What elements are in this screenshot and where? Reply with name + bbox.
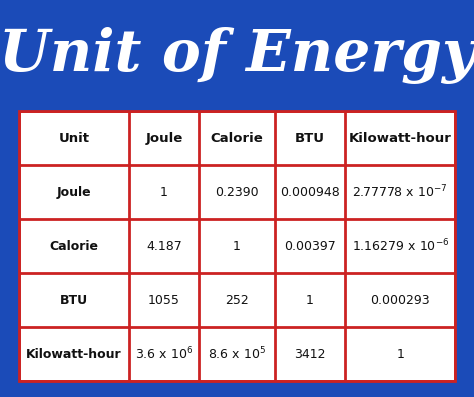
Text: 2.77778 x 10$^{-7}$: 2.77778 x 10$^{-7}$ xyxy=(353,184,448,200)
Text: Kilowatt-hour: Kilowatt-hour xyxy=(349,132,452,145)
Text: Unit of Energy: Unit of Energy xyxy=(0,27,474,84)
Text: 3412: 3412 xyxy=(294,348,326,360)
Text: BTU: BTU xyxy=(60,294,88,306)
Text: Calorie: Calorie xyxy=(49,240,98,252)
Text: 1055: 1055 xyxy=(148,294,180,306)
Text: 0.2390: 0.2390 xyxy=(215,186,259,198)
Text: 1: 1 xyxy=(306,294,314,306)
Text: Kilowatt-hour: Kilowatt-hour xyxy=(26,348,121,360)
Text: 0.000293: 0.000293 xyxy=(371,294,430,306)
Text: 0.00397: 0.00397 xyxy=(284,240,336,252)
Text: Joule: Joule xyxy=(146,132,182,145)
Text: 0.000948: 0.000948 xyxy=(280,186,340,198)
Text: BTU: BTU xyxy=(295,132,325,145)
Text: 1: 1 xyxy=(160,186,168,198)
Text: 1: 1 xyxy=(233,240,241,252)
Text: Unit: Unit xyxy=(58,132,89,145)
Text: Calorie: Calorie xyxy=(210,132,264,145)
Text: 1: 1 xyxy=(396,348,404,360)
Text: 8.6 x 10$^{5}$: 8.6 x 10$^{5}$ xyxy=(208,346,266,362)
Text: 252: 252 xyxy=(225,294,249,306)
Text: 4.187: 4.187 xyxy=(146,240,182,252)
Text: 1.16279 x 10$^{-6}$: 1.16279 x 10$^{-6}$ xyxy=(352,238,449,254)
Text: 3.6 x 10$^{6}$: 3.6 x 10$^{6}$ xyxy=(135,346,193,362)
Text: Joule: Joule xyxy=(56,186,91,198)
